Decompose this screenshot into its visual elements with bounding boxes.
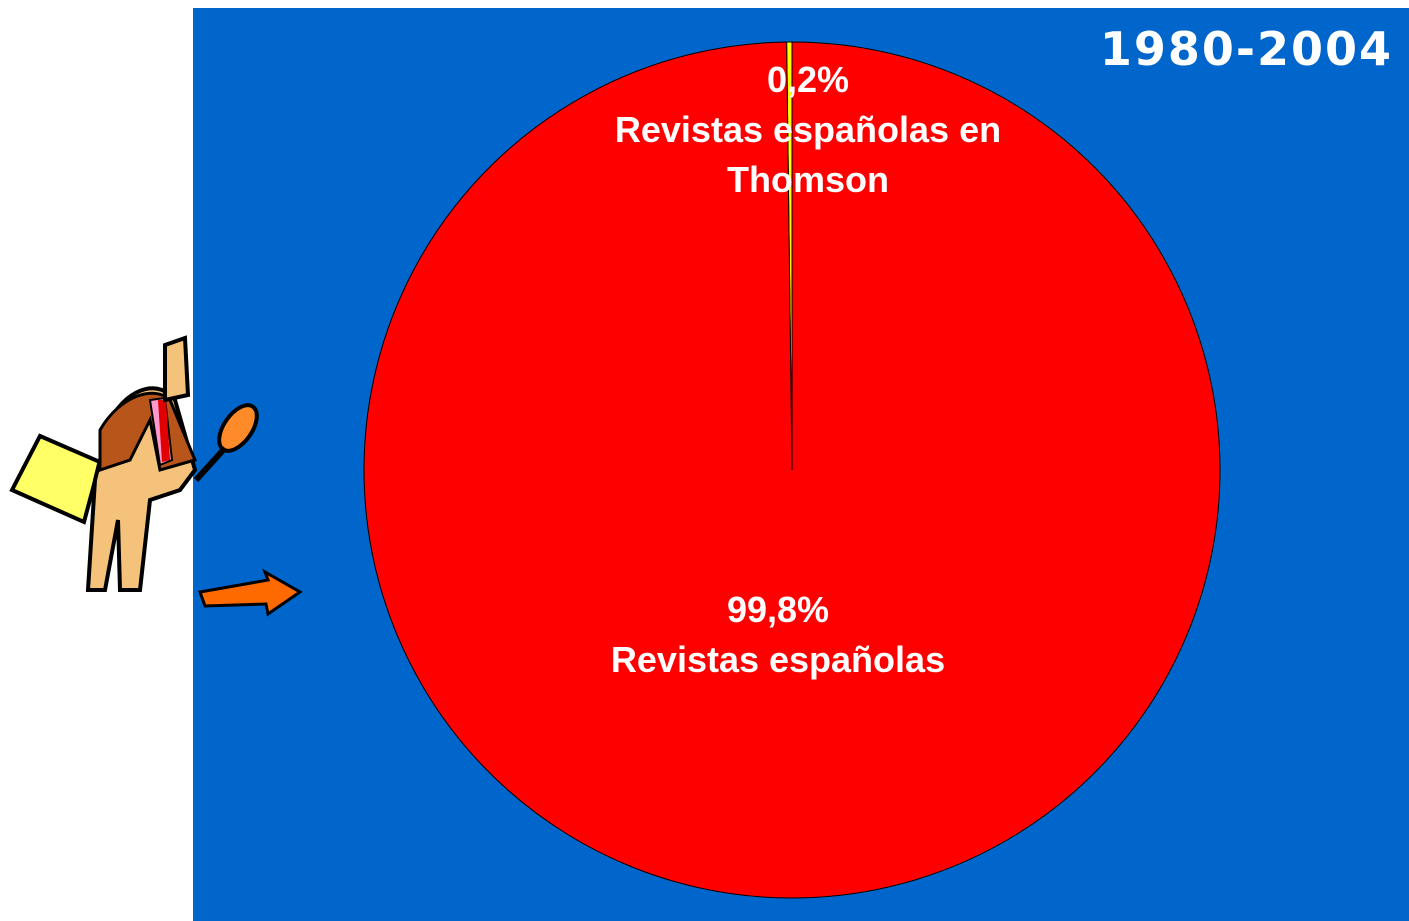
category-label: Revistas españolas	[558, 635, 998, 685]
chart-title: 1980-2004	[1100, 22, 1393, 76]
slice-label: 0,2%Revistas españolas en Thomson	[588, 55, 1028, 205]
slice-label: 99,8%Revistas españolas	[558, 585, 998, 685]
value-label: 99,8%	[558, 585, 998, 635]
value-label: 0,2%	[588, 55, 1028, 105]
category-label: Revistas españolas en Thomson	[588, 105, 1028, 205]
slide: 1980-2004 0,2%Revistas españolas en Thom…	[0, 0, 1409, 921]
